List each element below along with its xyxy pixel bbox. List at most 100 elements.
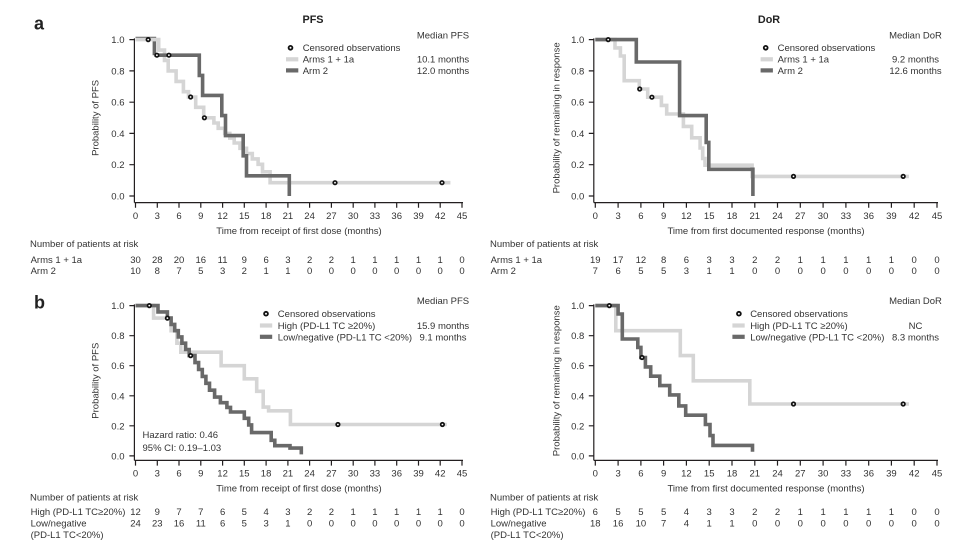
- svg-text:High (PD-L1 TC ≥20%): High (PD-L1 TC ≥20%): [750, 321, 847, 332]
- svg-text:0: 0: [912, 255, 917, 266]
- svg-text:21: 21: [283, 468, 294, 479]
- svg-text:15: 15: [704, 468, 715, 479]
- svg-text:10.1 months: 10.1 months: [417, 55, 470, 66]
- svg-text:39: 39: [413, 468, 424, 479]
- svg-text:0: 0: [866, 266, 871, 277]
- svg-text:(PD-L1 TC<20%): (PD-L1 TC<20%): [491, 530, 564, 541]
- svg-text:3: 3: [155, 468, 160, 479]
- svg-text:33: 33: [841, 211, 852, 222]
- svg-text:1: 1: [438, 255, 443, 266]
- svg-text:1: 1: [866, 507, 871, 518]
- svg-text:0: 0: [416, 518, 421, 529]
- svg-text:6: 6: [615, 266, 620, 277]
- svg-text:6: 6: [220, 507, 225, 518]
- svg-text:5: 5: [661, 507, 666, 518]
- svg-text:0.4: 0.4: [111, 391, 124, 402]
- svg-text:16: 16: [196, 255, 207, 266]
- svg-text:3: 3: [220, 266, 225, 277]
- svg-text:27: 27: [795, 468, 806, 479]
- svg-text:7: 7: [661, 518, 666, 529]
- svg-text:0: 0: [820, 266, 825, 277]
- svg-text:2: 2: [752, 507, 757, 518]
- svg-text:1: 1: [866, 255, 871, 266]
- svg-text:1.0: 1.0: [571, 301, 584, 312]
- svg-text:0.0: 0.0: [111, 192, 124, 203]
- svg-text:30: 30: [818, 468, 829, 479]
- svg-text:17: 17: [613, 255, 624, 266]
- svg-text:27: 27: [795, 211, 806, 222]
- svg-text:8: 8: [661, 255, 666, 266]
- svg-text:18: 18: [261, 211, 272, 222]
- svg-text:10: 10: [130, 266, 141, 277]
- svg-text:0: 0: [459, 507, 464, 518]
- svg-text:0: 0: [133, 468, 138, 479]
- svg-text:36: 36: [863, 211, 874, 222]
- svg-text:Number of patients at risk: Number of patients at risk: [30, 239, 138, 250]
- svg-text:12: 12: [217, 468, 228, 479]
- svg-text:2: 2: [775, 255, 780, 266]
- svg-text:Arms 1 + 1a: Arms 1 + 1a: [31, 255, 83, 266]
- svg-text:0: 0: [459, 518, 464, 529]
- svg-text:PFS: PFS: [303, 14, 324, 26]
- svg-text:9: 9: [198, 468, 203, 479]
- svg-text:0.8: 0.8: [111, 66, 124, 77]
- svg-text:1: 1: [263, 266, 268, 277]
- svg-text:Probability of PFS: Probability of PFS: [91, 80, 102, 156]
- svg-text:3: 3: [263, 518, 268, 529]
- svg-text:12.0 months: 12.0 months: [417, 66, 470, 77]
- svg-text:95% CI: 0.19–1.03: 95% CI: 0.19–1.03: [143, 443, 222, 454]
- svg-text:1: 1: [820, 507, 825, 518]
- svg-text:7: 7: [198, 507, 203, 518]
- svg-text:10: 10: [636, 518, 647, 529]
- svg-text:33: 33: [370, 468, 381, 479]
- svg-text:1: 1: [729, 518, 734, 529]
- svg-text:0: 0: [912, 518, 917, 529]
- svg-text:NC: NC: [909, 321, 923, 332]
- svg-text:0: 0: [459, 255, 464, 266]
- svg-text:42: 42: [909, 211, 920, 222]
- svg-text:24: 24: [772, 211, 783, 222]
- svg-text:12: 12: [636, 255, 647, 266]
- svg-text:3: 3: [285, 255, 290, 266]
- svg-text:5: 5: [638, 266, 643, 277]
- svg-text:0.8: 0.8: [111, 331, 124, 342]
- svg-text:1: 1: [798, 507, 803, 518]
- svg-text:15: 15: [704, 211, 715, 222]
- svg-text:2: 2: [329, 255, 334, 266]
- svg-text:1: 1: [372, 507, 377, 518]
- svg-text:39: 39: [886, 211, 897, 222]
- svg-text:45: 45: [932, 211, 943, 222]
- svg-text:0: 0: [351, 518, 356, 529]
- svg-text:0.0: 0.0: [571, 192, 584, 203]
- svg-text:1: 1: [889, 507, 894, 518]
- svg-text:Arm 2: Arm 2: [303, 66, 328, 77]
- svg-text:18: 18: [727, 468, 738, 479]
- svg-text:11: 11: [196, 518, 206, 529]
- svg-text:DoR: DoR: [758, 14, 780, 26]
- svg-text:45: 45: [457, 211, 468, 222]
- svg-text:Median PFS: Median PFS: [417, 296, 469, 307]
- svg-text:1: 1: [438, 507, 443, 518]
- svg-text:9.2 months: 9.2 months: [892, 55, 939, 66]
- svg-text:0: 0: [459, 266, 464, 277]
- svg-text:0: 0: [912, 266, 917, 277]
- svg-text:High (PD-L1 TC ≥20%): High (PD-L1 TC ≥20%): [278, 321, 375, 332]
- svg-text:0.4: 0.4: [571, 391, 584, 402]
- svg-text:5: 5: [198, 266, 203, 277]
- svg-text:2: 2: [307, 255, 312, 266]
- svg-text:Median DoR: Median DoR: [889, 296, 942, 307]
- svg-text:33: 33: [841, 468, 852, 479]
- svg-text:Hazard ratio: 0.46: Hazard ratio: 0.46: [143, 430, 219, 441]
- svg-text:1: 1: [843, 507, 848, 518]
- svg-text:9: 9: [198, 211, 203, 222]
- svg-text:Probability of remaining in re: Probability of remaining in response: [552, 42, 563, 193]
- svg-text:1: 1: [351, 507, 356, 518]
- svg-text:12: 12: [681, 468, 692, 479]
- svg-text:30: 30: [348, 211, 359, 222]
- svg-text:1: 1: [889, 255, 894, 266]
- svg-text:24: 24: [130, 518, 141, 529]
- svg-text:11: 11: [218, 255, 228, 266]
- svg-text:9: 9: [155, 507, 160, 518]
- svg-text:0: 0: [798, 518, 803, 529]
- svg-text:1: 1: [707, 518, 712, 529]
